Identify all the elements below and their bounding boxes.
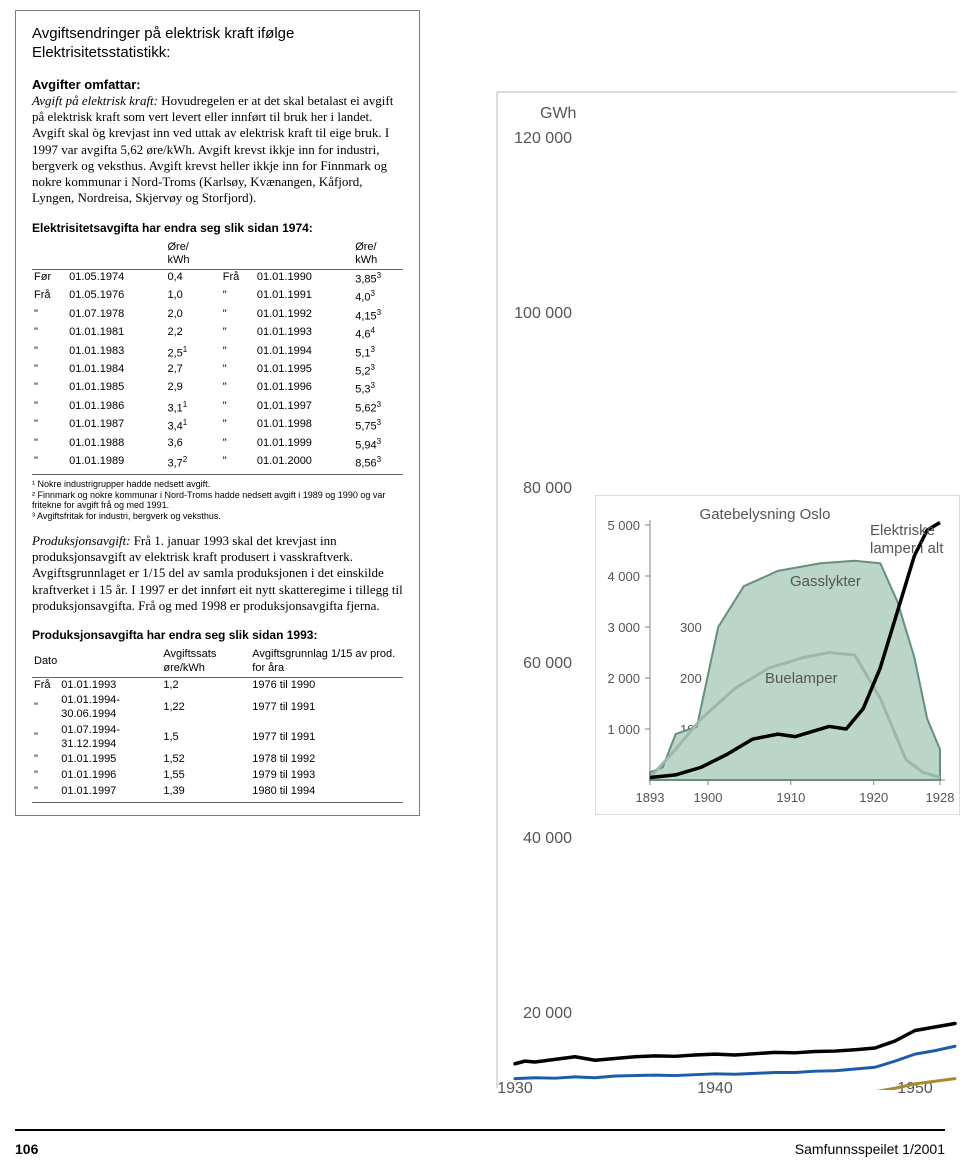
- svg-text:2 000: 2 000: [607, 671, 640, 686]
- tariff-row: "01.07.19782,0"01.01.19924,153: [32, 307, 403, 325]
- tariff-row: "01.01.19883,6"01.01.19995,943: [32, 436, 403, 454]
- sub1: Elektrisitetsavgifta har endra seg slik …: [32, 221, 403, 236]
- svg-text:1910: 1910: [776, 790, 805, 805]
- box-title: Avgiftsendringer på elektrisk kraft iføl…: [32, 25, 403, 63]
- section2-para: Produksjonsavgift: Frå 1. januar 1993 sk…: [32, 533, 403, 614]
- tariff-row: "01.01.19852,9"01.01.19965,33: [32, 380, 403, 398]
- tariff-row: "01.01.19812,2"01.01.19934,64: [32, 325, 403, 343]
- svg-text:1928: 1928: [926, 790, 955, 805]
- page-number: 106: [15, 1141, 38, 1157]
- prod-row: "01.01.19951,521978 til 1992: [32, 752, 403, 768]
- tariff-row: Før01.05.19740,4Frå01.01.19903,853: [32, 270, 403, 289]
- svg-text:Gatebelysning Oslo: Gatebelysning Oslo: [700, 506, 831, 523]
- prod-row: Frå01.01.19931,21976 til 1990: [32, 677, 403, 693]
- section1-body: Hovudregelen er at det skal betalast ei …: [32, 93, 393, 206]
- prod-row: "01.07.1994-31.12.19941,51977 til 1991: [32, 723, 403, 753]
- sub2: Produksjonsavgifta har endra seg slik si…: [32, 628, 403, 643]
- section1-lead: Avgift på elektrisk kraft:: [32, 93, 158, 108]
- svg-text:Gasslykter: Gasslykter: [790, 573, 861, 590]
- prod-row: "01.01.19961,551979 til 1993: [32, 768, 403, 784]
- svg-text:5 000: 5 000: [607, 518, 640, 533]
- prod-table: Dato Avgiftssats øre/kWh Avgiftsgrunnlag…: [32, 647, 403, 800]
- svg-text:3 000: 3 000: [607, 620, 640, 635]
- svg-text:300: 300: [680, 620, 702, 635]
- svg-text:1900: 1900: [694, 790, 723, 805]
- fn3: ³ Avgiftsfritak for industri, bergverk o…: [32, 511, 403, 521]
- prod-row: "01.01.1994-30.06.19941,221977 til 1991: [32, 693, 403, 723]
- svg-text:lamper i alt: lamper i alt: [870, 540, 944, 557]
- prod-row: "01.01.19971,391980 til 1994: [32, 784, 403, 800]
- svg-text:Buelamper: Buelamper: [765, 670, 838, 687]
- section1-para: Avgift på elektrisk kraft: Hovudregelen …: [32, 93, 403, 207]
- tariff-table: Øre/kWh Øre/kWh Før01.05.19740,4Frå01.01…: [32, 240, 403, 473]
- tariff-row: Frå01.05.19761,0"01.01.19914,03: [32, 288, 403, 306]
- fn1: ¹ Nokre industrigrupper hadde nedsett av…: [32, 479, 403, 489]
- footer-rule: [15, 1129, 945, 1131]
- svg-text:1893: 1893: [636, 790, 665, 805]
- fn2: ² Finnmark og nokre kommunar i Nord-Trom…: [32, 490, 403, 511]
- tariff-row: "01.01.19832,51"01.01.19945,13: [32, 344, 403, 362]
- tariff-row: "01.01.19893,72"01.01.20008,563: [32, 454, 403, 472]
- inset-chart: 5 0004 0003 0002 0001 000300200100189319…: [595, 495, 960, 815]
- svg-text:4 000: 4 000: [607, 569, 640, 584]
- unit-right: Øre/kWh: [353, 240, 403, 270]
- section2-lead: Produksjonsavgift:: [32, 533, 130, 548]
- unit-left: Øre/kWh: [165, 240, 208, 270]
- tariff-row: "01.01.19842,7"01.01.19955,23: [32, 362, 403, 380]
- svg-text:Elektriske: Elektriske: [870, 522, 935, 539]
- section-omfattar-head: Avgifter omfattar:: [32, 77, 403, 93]
- publication: Samfunnsspeilet 1/2001: [795, 1141, 945, 1157]
- tariff-row: "01.01.19873,41"01.01.19985,753: [32, 417, 403, 435]
- footnotes: ¹ Nokre industrigrupper hadde nedsett av…: [32, 479, 403, 520]
- tax-info-box: Avgiftsendringer på elektrisk kraft iføl…: [15, 10, 420, 816]
- svg-text:200: 200: [680, 671, 702, 686]
- svg-text:1920: 1920: [859, 790, 888, 805]
- tariff-row: "01.01.19863,11"01.01.19975,623: [32, 399, 403, 417]
- svg-text:1 000: 1 000: [607, 722, 640, 737]
